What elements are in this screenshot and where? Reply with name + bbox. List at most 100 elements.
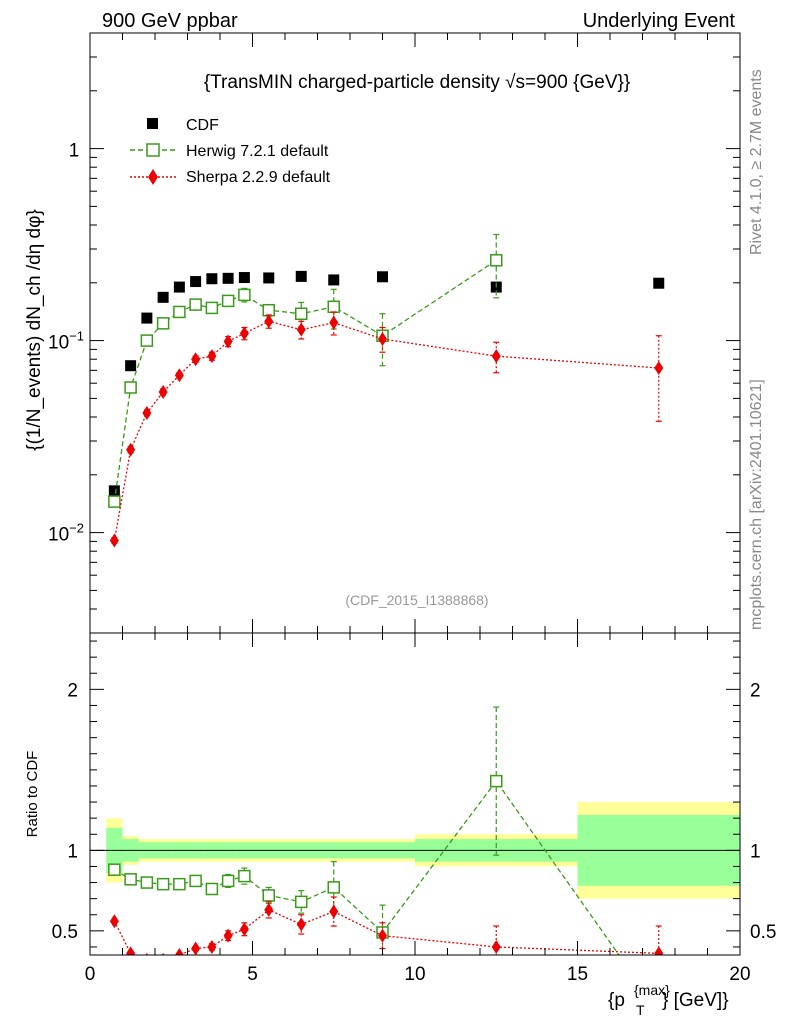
cdf-point [653, 277, 665, 289]
header-right: Underlying Event [583, 10, 736, 32]
sherpa-ratio-point [109, 914, 119, 929]
herwig-ratio-point [221, 874, 235, 888]
x-label-tail: } [GeV]} [662, 990, 729, 1011]
cdf-point [222, 272, 234, 284]
sherpa-ratio-point [174, 948, 184, 955]
legend-sherpa-marker [148, 169, 158, 185]
legend-herwig-marker [146, 143, 160, 157]
ratio-series-herwig [108, 706, 620, 955]
cdf-point [263, 272, 275, 284]
cdf-point [141, 312, 153, 324]
watermark: (CDF_2015_I1388868) [345, 592, 488, 608]
ratio-ticks: 0.5 0.51 12 20 5 10 15 20 [52, 633, 776, 985]
sherpa-ratio-point [264, 902, 274, 917]
ratio-series-sherpa [109, 896, 664, 955]
herwig-point [140, 334, 154, 347]
legend: CDF Herwig 7.2.1 default Sherpa 2.2.9 de… [130, 117, 331, 186]
cdf-point [173, 281, 185, 293]
main-y-tick-label: 10−1 [48, 329, 84, 354]
main-y-tick-label: 1 [69, 141, 80, 162]
herwig-ratio-point [205, 882, 219, 896]
herwig-ratio-point [189, 874, 202, 888]
cdf-point [206, 273, 218, 285]
sherpa-ratio-point [329, 904, 339, 919]
header-left: 900 GeV ppbar [102, 10, 238, 32]
sherpa-ratio-point [378, 928, 387, 943]
herwig-ratio-point [295, 895, 308, 909]
herwig-ratio-point [108, 863, 121, 876]
x-tick-label: 0 [85, 964, 96, 985]
herwig-point [205, 301, 219, 315]
herwig-point [124, 381, 137, 394]
sherpa-ratio-point [654, 946, 664, 955]
herwig-point [295, 307, 308, 320]
rivet-label: Rivet 4.1.0, ≥ 2.7M events [748, 69, 765, 255]
herwig-point [490, 254, 503, 267]
cdf-point [295, 270, 307, 282]
sherpa-point [264, 314, 274, 329]
herwig-point [156, 317, 170, 330]
herwig-ratio-point [327, 881, 340, 894]
main-panel [108, 233, 665, 548]
herwig-ratio-point [140, 876, 154, 889]
x-tick-label: 20 [729, 964, 750, 985]
herwig-point [108, 495, 121, 508]
main-y-tick-label: 10−2 [48, 521, 84, 546]
legend-herwig-label: Herwig 7.2.1 default [186, 143, 329, 160]
sherpa-ratio-point [296, 917, 306, 932]
x-tick-label: 10 [404, 964, 425, 985]
sherpa-point [191, 352, 201, 367]
herwig-ratio-point [173, 877, 186, 891]
x-axis-label: {p T {max} } [GeV]} [608, 982, 729, 1018]
sherpa-point [126, 442, 136, 457]
herwig-ratio-point [262, 889, 275, 902]
sherpa-point [109, 533, 119, 548]
cdf-point [157, 291, 169, 303]
sherpa-ratio-point [207, 939, 217, 954]
legend-cdf-label: CDF [186, 117, 219, 134]
sherpa-ratio-point [223, 928, 233, 943]
herwig-ratio-point [490, 774, 503, 788]
main-y-axis-label: {(1/N_events) dN_ch /dη dφ} [24, 209, 45, 451]
x-tick-label: 5 [247, 964, 258, 985]
main-ticks: 10−2 10−1 1 [48, 32, 741, 634]
legend-cdf-marker [147, 118, 158, 129]
sherpa-ratio-point [126, 946, 136, 955]
ratio-y-tick-label-right: 2 [750, 680, 761, 701]
herwig-ratio-point [156, 877, 170, 891]
ratio-y-tick-label-right: 1 [750, 841, 761, 862]
herwig-line [113, 259, 497, 502]
herwig-point [189, 298, 202, 311]
x-tick-label: 15 [567, 964, 588, 985]
herwig-point [327, 300, 340, 314]
sherpa-ratio-point [491, 939, 501, 954]
legend-sherpa-label: Sherpa 2.2.9 default [186, 169, 331, 186]
sherpa-point [378, 331, 387, 346]
cdf-point [328, 274, 340, 286]
sherpa-line [113, 320, 659, 541]
chart-title: {TransMIN charged-particle density √s=90… [204, 72, 630, 93]
sherpa-point [239, 326, 249, 341]
sherpa-point [158, 384, 168, 399]
ratio-y-tick-label: 2 [67, 680, 78, 701]
series-herwig [108, 233, 503, 508]
mcplots-label: mcplots.cern.ch [arXiv:2401.10621] [748, 379, 765, 630]
series-sherpa [109, 311, 664, 548]
sherpa-point [207, 349, 217, 364]
x-label-sub: T [636, 1002, 645, 1018]
x-label-sup: {max} [634, 982, 670, 998]
cdf-point [125, 360, 137, 372]
ratio-y-tick-label: 0.5 [52, 922, 78, 943]
ratio-y-tick-label: 1 [67, 841, 78, 862]
herwig-point [173, 305, 186, 319]
herwig-ratio-point [238, 869, 251, 883]
sherpa-point [296, 322, 306, 337]
ratio-series [108, 706, 664, 955]
sherpa-ratio-point [161, 952, 165, 955]
sherpa-point [491, 349, 501, 364]
x-label-base: {p [608, 990, 625, 1011]
cdf-point [108, 485, 120, 497]
sherpa-ratio-point [239, 922, 249, 937]
ratio-y-tick-label-right: 0.5 [750, 922, 776, 943]
